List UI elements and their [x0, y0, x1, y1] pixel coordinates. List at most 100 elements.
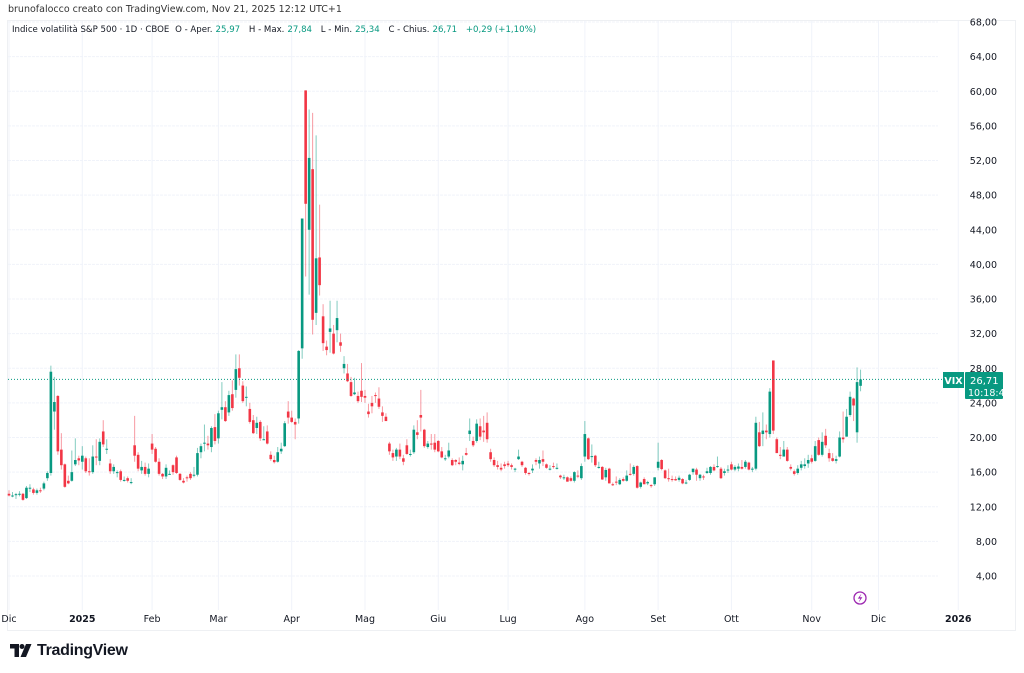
candle-body [227, 395, 231, 413]
candle [126, 476, 129, 483]
tradingview-logo[interactable]: TradingView [10, 642, 128, 660]
candle-body [632, 466, 636, 474]
candle [98, 438, 102, 466]
candle-body [70, 472, 74, 481]
candle-body [601, 466, 604, 480]
candle [115, 470, 119, 478]
candle-body [11, 495, 14, 497]
candle [136, 452, 140, 472]
candle-body [255, 422, 259, 428]
candle-body [206, 443, 210, 446]
candle [293, 418, 297, 440]
candle-body [587, 438, 590, 460]
candle-body [189, 473, 192, 479]
candle [342, 356, 346, 374]
candle [199, 443, 203, 459]
candle-body [39, 490, 42, 492]
candle [740, 460, 744, 470]
candle [517, 449, 520, 461]
candle-body [398, 449, 402, 457]
candle [150, 434, 154, 454]
candle-body [796, 468, 800, 473]
candle-body [719, 468, 723, 479]
candle [398, 443, 402, 460]
candle-body [496, 465, 499, 467]
candle-body [325, 346, 328, 351]
candle [656, 442, 660, 471]
candle-body [283, 423, 287, 447]
candle [660, 459, 663, 471]
candle [318, 204, 321, 296]
candle-body [758, 432, 761, 447]
candle [817, 437, 820, 456]
time-axis: Dic 2025 Feb Mar Apr Mag Giu Lug Ago Set Ott Nov Dic… [1, 614, 971, 625]
event-marker[interactable] [853, 591, 867, 605]
candle [820, 432, 824, 457]
candle [335, 300, 339, 343]
candle-body [356, 395, 360, 402]
candle [705, 467, 709, 474]
candle [11, 492, 14, 498]
candle-body [293, 421, 297, 425]
candle [321, 304, 325, 351]
candle-body [607, 468, 611, 484]
candle [635, 465, 639, 489]
candle [56, 395, 60, 455]
candle [810, 454, 813, 464]
candle-body [217, 413, 220, 439]
candle [792, 469, 796, 476]
candle-body [7, 493, 11, 496]
candle-body [782, 449, 786, 457]
candle-body [384, 416, 388, 422]
candle-body [621, 479, 625, 481]
candle [789, 464, 793, 471]
candle [147, 463, 150, 478]
candle [175, 455, 178, 474]
candle [286, 401, 290, 424]
candle [562, 474, 566, 480]
candle-body [272, 460, 276, 463]
candle [726, 465, 730, 473]
candle [234, 354, 238, 398]
high-value: 27,84 [287, 25, 313, 35]
time-tick-label: Dic [871, 614, 886, 625]
candle [730, 461, 733, 471]
candle-body [594, 455, 597, 466]
candle-body [489, 452, 492, 460]
candle [14, 492, 18, 499]
candle [297, 350, 300, 424]
price-tick-label: 4,00 [976, 572, 997, 583]
candle-body [77, 458, 81, 461]
candle [377, 387, 381, 409]
candle [46, 471, 49, 481]
candle [838, 431, 841, 458]
candle-body [855, 382, 859, 433]
candle [178, 472, 182, 481]
candle-body [346, 373, 349, 382]
candle [21, 492, 25, 501]
candle-body [370, 402, 374, 407]
candle [506, 460, 510, 467]
candle-body [740, 466, 744, 469]
candle [475, 419, 478, 443]
candle-body [409, 453, 412, 455]
candle-body [175, 457, 178, 473]
time-tick-label: Dic [1, 614, 16, 625]
candle-body [262, 439, 266, 441]
price-tick-label: 44,00 [970, 225, 997, 236]
candle [426, 440, 430, 449]
candle-body [513, 468, 517, 470]
candle-body [18, 493, 21, 495]
candle [416, 420, 419, 440]
candle [492, 457, 496, 467]
candle-body [171, 465, 175, 473]
candle-body [101, 431, 105, 445]
candle [785, 447, 789, 462]
candle-body [388, 443, 391, 452]
candle [614, 476, 618, 486]
candle [482, 415, 485, 442]
candle-body [852, 398, 855, 406]
candle-body [635, 466, 639, 488]
candle-body [300, 218, 304, 349]
